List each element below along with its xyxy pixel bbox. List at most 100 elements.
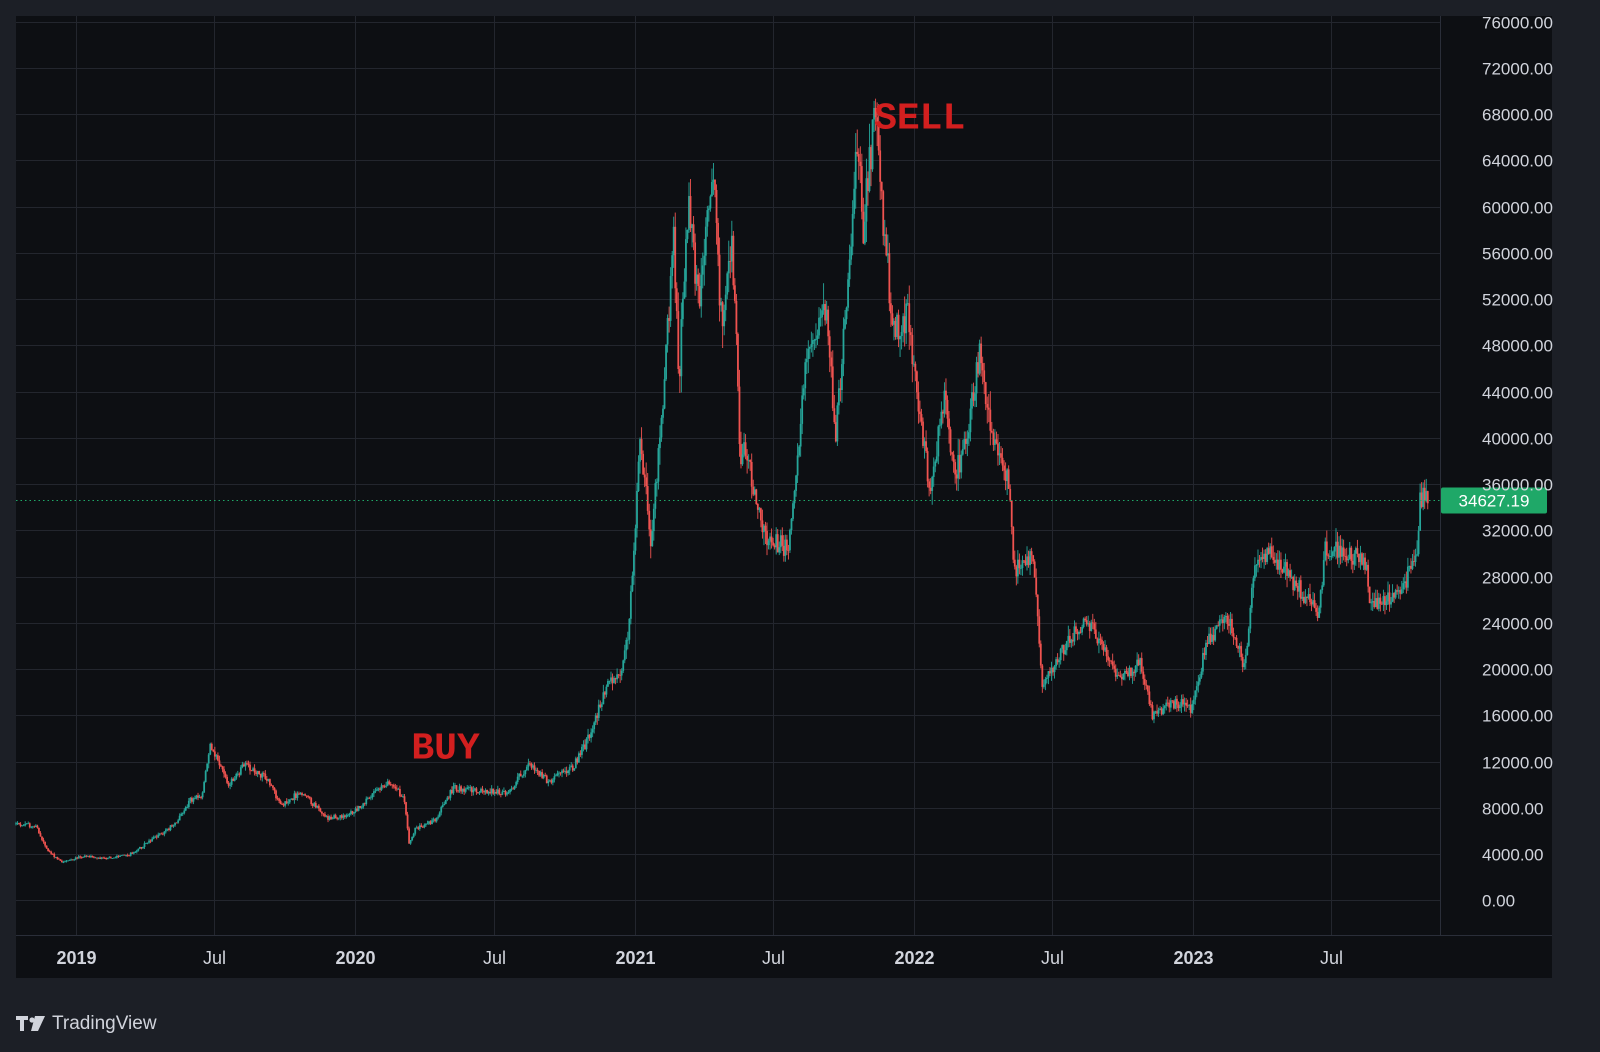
candle-body — [506, 792, 508, 795]
candle-body — [489, 791, 492, 794]
candle-body — [611, 677, 614, 683]
candle-body — [896, 314, 898, 337]
candle-body — [945, 390, 947, 400]
candle-body — [837, 388, 840, 406]
candle-body — [1353, 553, 1356, 565]
candle-body — [1142, 671, 1145, 679]
candle-body — [1247, 628, 1250, 646]
candle-body — [409, 840, 412, 844]
candle-body — [1162, 708, 1165, 715]
candle-body — [1151, 705, 1154, 720]
candle-body — [86, 856, 89, 857]
candle-body — [668, 318, 671, 321]
candle-body — [1053, 666, 1056, 673]
candle-body — [1384, 596, 1386, 606]
candle-body — [267, 779, 270, 781]
price-tag-label: 34627.19 — [1459, 492, 1530, 511]
candle-body — [1093, 623, 1096, 630]
candle-body — [340, 815, 343, 818]
candle-body — [180, 813, 183, 816]
candle-body — [1263, 553, 1266, 560]
candle-body — [34, 825, 37, 827]
candle-body — [821, 310, 823, 318]
candle-body — [287, 802, 290, 804]
candle-body — [1411, 560, 1414, 569]
candle-body — [339, 815, 342, 818]
candle-body — [1058, 660, 1061, 663]
candle-body — [1280, 559, 1282, 570]
candle-body — [1221, 619, 1224, 623]
candle-body — [377, 788, 380, 790]
tradingview-watermark[interactable]: TradingView — [16, 1013, 157, 1035]
candle-body — [756, 503, 759, 510]
candle-body — [1140, 658, 1143, 672]
candle-body — [212, 749, 215, 752]
candle-body — [1302, 596, 1305, 603]
candle-body — [530, 763, 533, 768]
candle-body — [825, 309, 828, 321]
candle-body — [423, 824, 426, 828]
candle-body — [135, 850, 138, 852]
candle-body — [607, 681, 609, 687]
candle-body — [1024, 560, 1027, 566]
current-price-line: 34627.19 — [16, 487, 1547, 514]
candle-body — [1336, 541, 1339, 558]
candle-body — [1067, 635, 1070, 642]
candle-body — [1168, 702, 1171, 708]
candle-body — [1104, 647, 1106, 651]
candle-body — [1001, 457, 1004, 466]
candle-body — [1214, 628, 1217, 641]
candle-body — [1075, 626, 1077, 632]
candle-body — [513, 785, 516, 789]
y-axis: 76000.00 72000.00 68000.00 64000.00 60000.00… — [1482, 14, 1553, 911]
candle-body — [608, 680, 611, 682]
candle-body — [1332, 551, 1334, 557]
candle-body — [692, 224, 695, 243]
candles — [15, 98, 1429, 864]
candle-body — [57, 858, 60, 860]
candle-body — [1010, 500, 1013, 527]
candle-body — [1385, 601, 1388, 606]
candle-body — [428, 821, 430, 824]
candle-body — [311, 804, 314, 806]
candle-body — [319, 808, 322, 812]
candle-body — [1186, 705, 1189, 707]
candle-body — [15, 823, 17, 825]
candle-body — [1195, 686, 1198, 691]
candle-body — [1376, 598, 1379, 609]
candle-body — [1046, 677, 1048, 680]
candle-body — [1146, 685, 1149, 692]
candle-body — [740, 444, 742, 465]
candle-body — [584, 744, 586, 750]
candle-body — [1223, 616, 1226, 623]
candle-body — [1153, 711, 1155, 720]
candle-body — [951, 452, 953, 455]
x-tick-label: 2021 — [615, 948, 655, 968]
candle-body — [1189, 704, 1192, 713]
candle-body — [565, 771, 568, 774]
candle-body — [399, 789, 401, 797]
candle-body — [1203, 652, 1206, 656]
candle-body — [550, 780, 553, 783]
candle-body — [677, 311, 680, 370]
candle-body — [1156, 711, 1158, 714]
candle-body — [190, 797, 193, 802]
candle-body — [493, 791, 496, 794]
candle-body — [330, 816, 332, 820]
candle-body — [308, 796, 311, 799]
candle-body — [278, 798, 280, 801]
candle-body — [807, 348, 810, 359]
candle-body — [157, 834, 160, 838]
candle-body — [1416, 554, 1418, 556]
candle-body — [348, 814, 351, 815]
candle-body — [47, 848, 50, 852]
candle-body — [590, 732, 593, 738]
candle-body — [1015, 566, 1018, 577]
candle-body — [587, 734, 589, 739]
plot-area[interactable] — [16, 16, 1552, 978]
candle-body — [420, 825, 423, 827]
candle-body — [655, 481, 658, 484]
candle-body — [137, 848, 140, 851]
candle-body — [1414, 555, 1417, 562]
